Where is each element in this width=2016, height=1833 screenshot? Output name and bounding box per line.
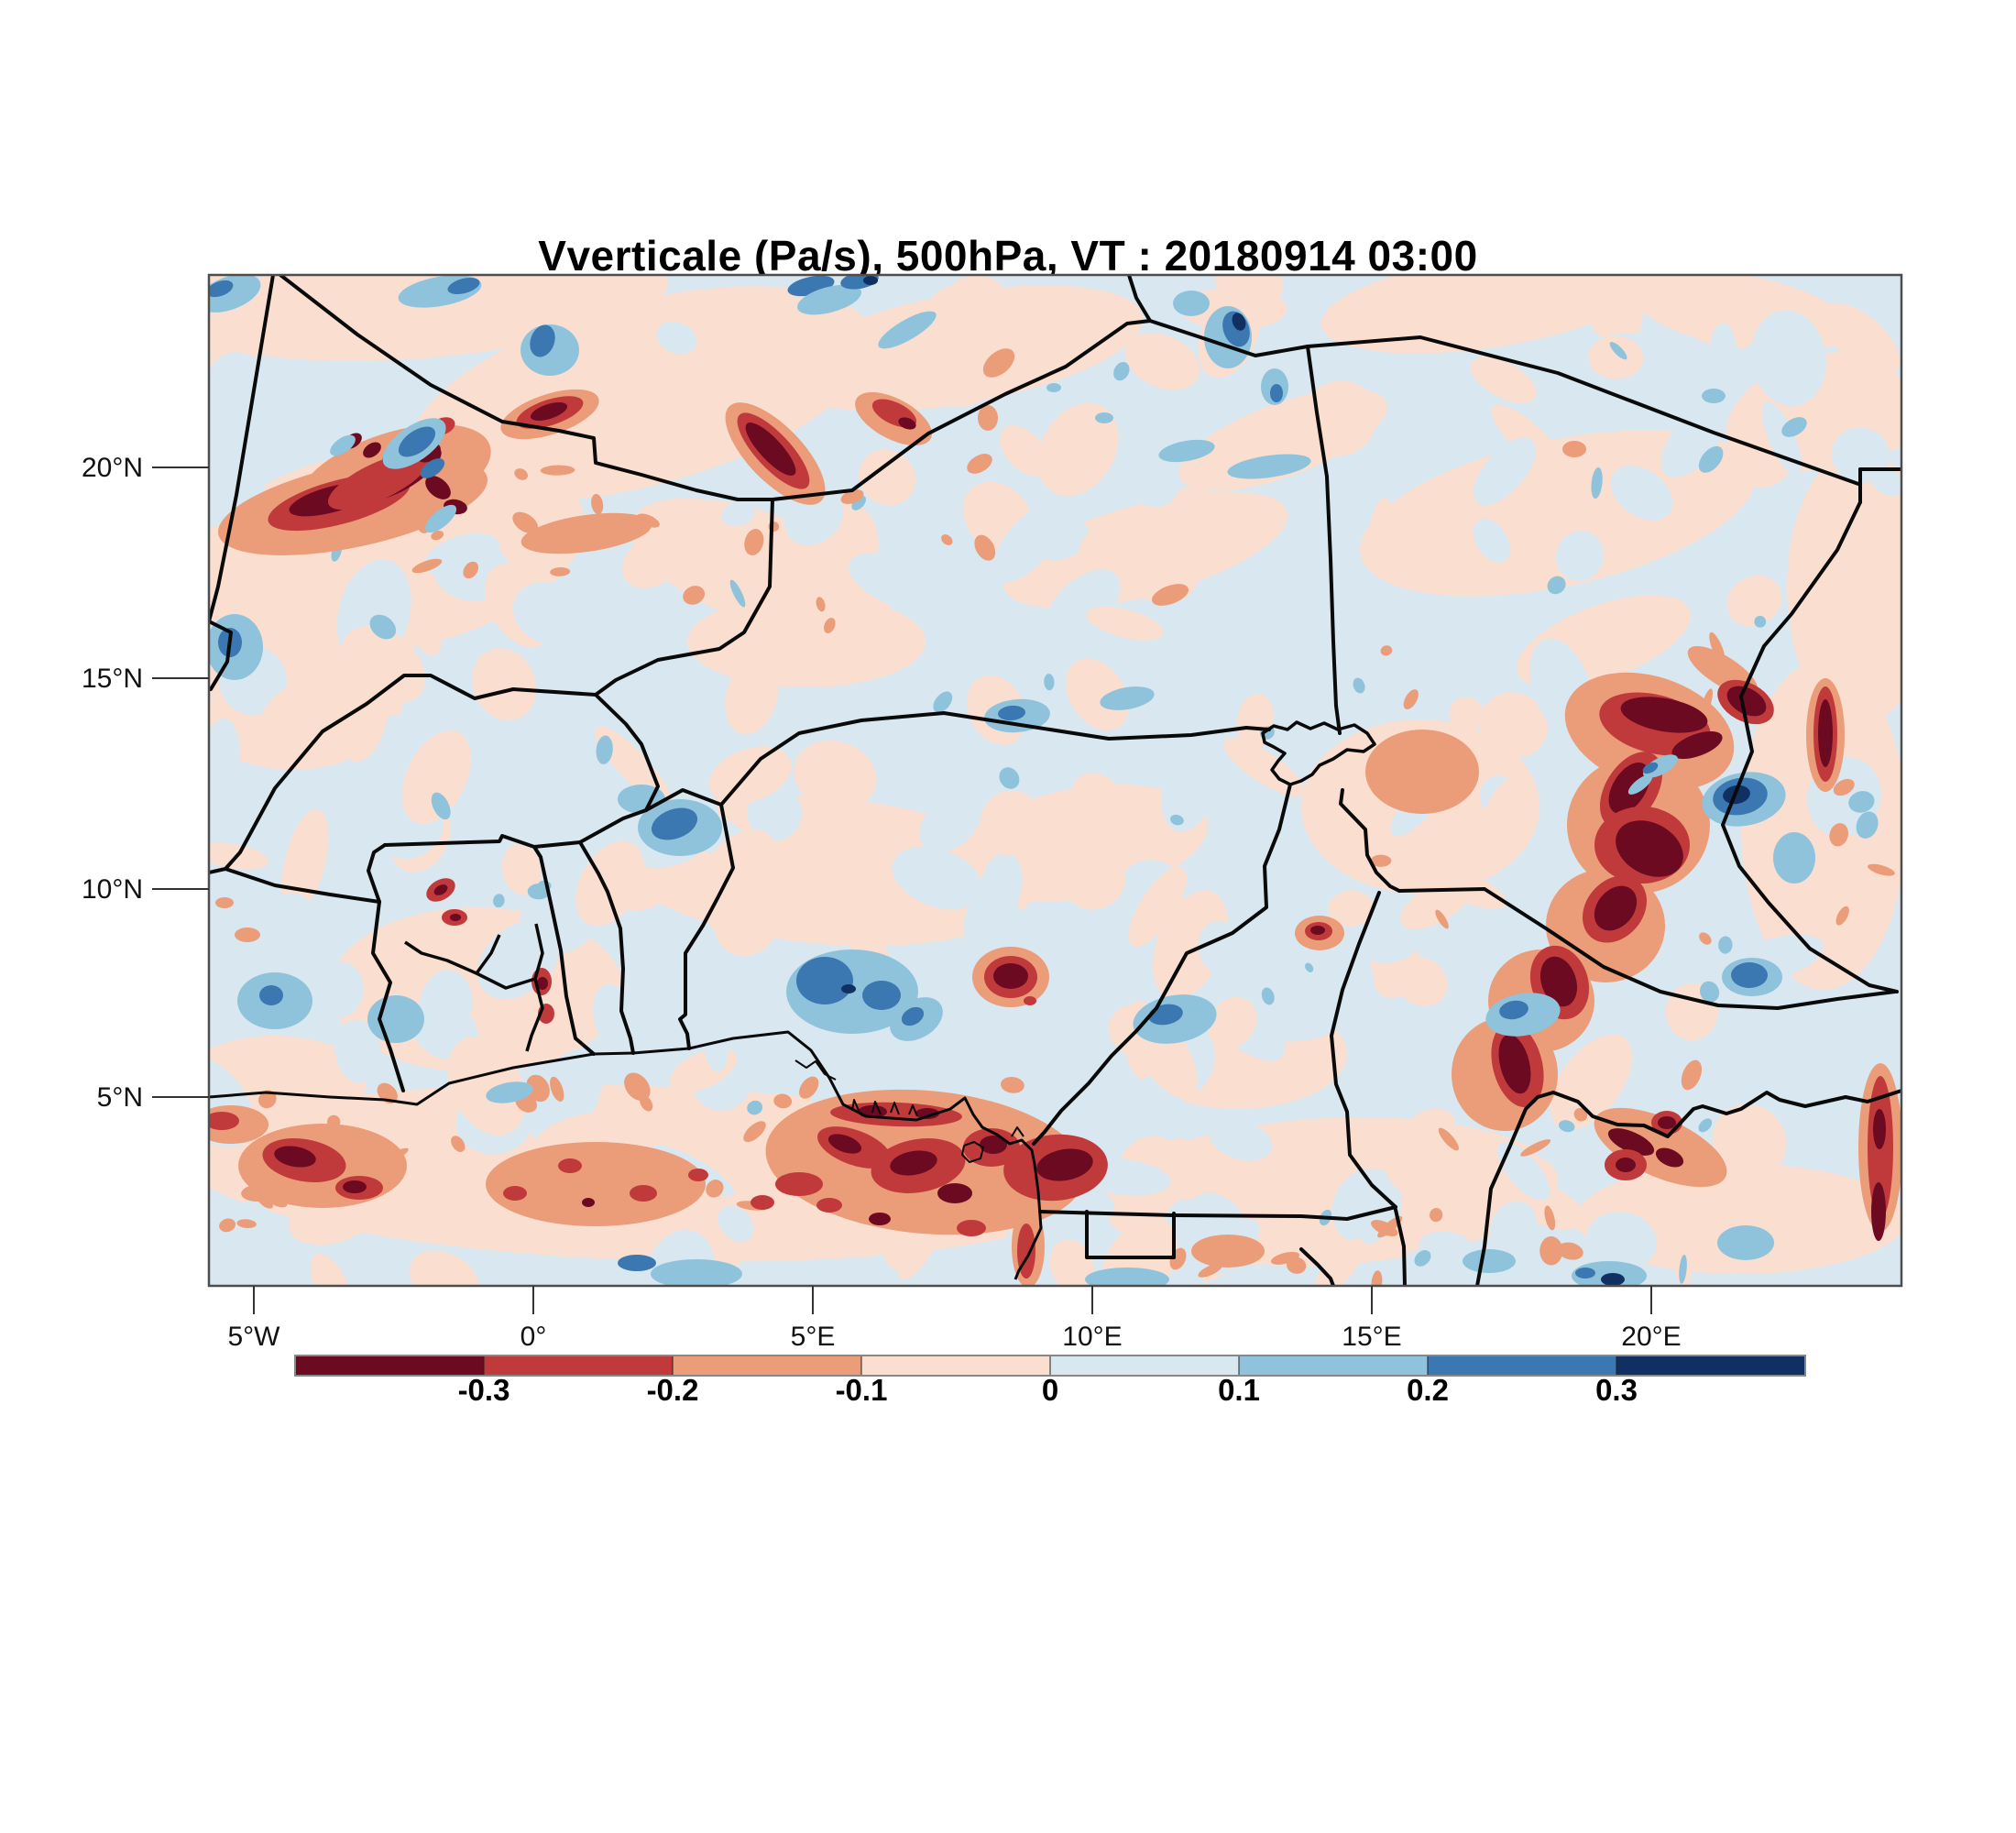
y-tick-label: 15°N xyxy=(82,664,143,694)
colorbar-segment xyxy=(1238,1355,1429,1377)
lakes xyxy=(404,720,1376,1052)
colorbar: -0.3 -0.2 -0.1 0 0.1 0.2 0.3 xyxy=(294,1355,1806,1407)
field-layer xyxy=(209,275,1901,1286)
x-tick-label: 0° xyxy=(520,1322,547,1352)
colorbar-label: 0.3 xyxy=(1595,1373,1638,1407)
colorbar-segment xyxy=(294,1355,485,1377)
colorbar-segment xyxy=(672,1355,862,1377)
x-tick-label: 5°W xyxy=(228,1322,281,1352)
mottle-noise xyxy=(209,275,1901,1286)
y-tick-label: 10°N xyxy=(82,874,143,905)
chart-title: Vverticale (Pa/s), 500hPa, VT : 20180914… xyxy=(538,232,1478,280)
x-tick-label: 15°E xyxy=(1342,1322,1401,1352)
colorbar-segment xyxy=(1049,1355,1240,1377)
x-tick-label: 10°E xyxy=(1062,1322,1122,1352)
colorbar-label: -0.1 xyxy=(836,1373,888,1407)
map-frame xyxy=(207,273,1903,1288)
colorbar-label: 0.2 xyxy=(1407,1373,1449,1407)
colorbar-segment xyxy=(860,1355,1051,1377)
colorbar-segment xyxy=(1427,1355,1617,1377)
colorbar-segment xyxy=(483,1355,674,1377)
country-borders xyxy=(209,275,1901,1286)
colorbar-label: -0.3 xyxy=(458,1373,510,1407)
y-tick-label: 5°N xyxy=(97,1082,143,1113)
x-axis: 5°W 0° 5°E 10°E 15°E 20°E xyxy=(228,1286,1682,1352)
colorbar-label: 0 xyxy=(1042,1373,1058,1407)
coastline xyxy=(209,1030,1043,1280)
x-tick-label: 5°E xyxy=(791,1322,836,1352)
x-tick-label: 20°E xyxy=(1621,1322,1681,1352)
colorbar-label: -0.2 xyxy=(647,1373,699,1407)
y-axis: 20°N 15°N 10°N 5°N xyxy=(82,453,209,1113)
contour-features xyxy=(209,275,1901,1286)
colorbar-segment xyxy=(1616,1355,1806,1377)
y-tick-label: 20°N xyxy=(82,453,143,483)
colorbar-label: 0.1 xyxy=(1218,1373,1260,1407)
